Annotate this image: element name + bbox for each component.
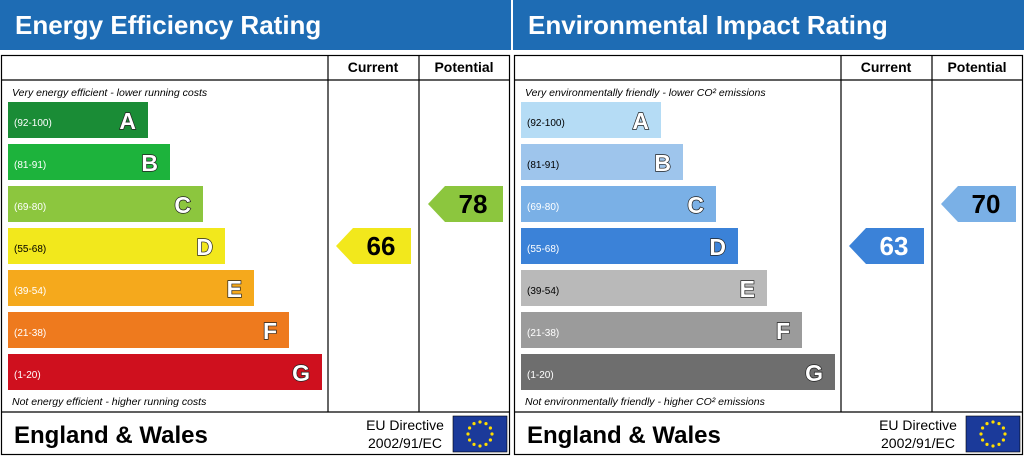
band-letter: F	[776, 318, 790, 344]
band-letter: E	[227, 276, 242, 302]
eu-flag-star	[981, 426, 985, 430]
eu-flag-star	[985, 422, 989, 426]
eu-flag-star	[488, 438, 492, 442]
band-letter: A	[632, 108, 649, 134]
eu-flag-star	[997, 442, 1001, 446]
rating-arrow	[849, 228, 924, 264]
rating-band	[521, 270, 767, 306]
band-range: (39-54)	[14, 286, 46, 297]
band-letter: D	[709, 234, 726, 260]
table-frame	[0, 54, 511, 456]
footer-directive-number: 2002/91/EC	[881, 435, 955, 451]
rating-band	[521, 228, 738, 264]
eu-flag-star	[488, 426, 492, 430]
panel-title: Energy Efficiency Rating	[15, 10, 321, 40]
footer-directive: EU Directive	[366, 417, 444, 433]
eu-flag-star	[991, 420, 995, 424]
band-range: (55-68)	[14, 244, 46, 255]
eu-flag-star	[466, 432, 470, 436]
rating-arrow	[941, 186, 1016, 222]
column-header: Current	[348, 59, 399, 75]
eu-flag-star	[991, 444, 995, 448]
eu-flag-star	[484, 422, 488, 426]
eu-flag-star	[997, 422, 1001, 426]
rating-band	[8, 270, 254, 306]
eu-flag-star	[979, 432, 983, 436]
rating-value: 70	[972, 189, 1001, 219]
band-letter: G	[292, 360, 310, 386]
band-letter: C	[174, 192, 191, 218]
top-note: Very energy efficient - lower running co…	[12, 87, 208, 99]
rating-band	[8, 186, 203, 222]
bottom-note: Not energy efficient - higher running co…	[12, 396, 207, 408]
eu-flag	[452, 415, 508, 453]
eu-flag-star	[468, 438, 472, 442]
eu-flag-star	[484, 442, 488, 446]
band-range: (55-68)	[527, 244, 559, 255]
band-letter: A	[119, 108, 136, 134]
header-bar	[513, 0, 1024, 50]
band-range: (39-54)	[527, 286, 559, 297]
rating-band	[8, 102, 148, 138]
footer-directive: EU Directive	[879, 417, 957, 433]
rating-value: 78	[459, 189, 488, 219]
band-range: (92-100)	[527, 118, 565, 129]
band-range: (81-91)	[527, 160, 559, 171]
band-letter: E	[740, 276, 755, 302]
rating-arrow	[428, 186, 503, 222]
band-letter: B	[654, 150, 671, 176]
column-header: Potential	[947, 59, 1006, 75]
eu-flag-star	[478, 444, 482, 448]
rating-panel: Environmental Impact Rating Current Potent…	[513, 0, 1024, 456]
rating-value: 66	[367, 231, 396, 261]
footer-directive-number: 2002/91/EC	[368, 435, 442, 451]
rating-band	[521, 312, 802, 348]
eu-flag-star	[472, 442, 476, 446]
band-letter: G	[805, 360, 823, 386]
bottom-note: Not environmentally friendly - higher CO…	[525, 396, 766, 408]
rating-band	[8, 144, 170, 180]
rating-band	[8, 312, 289, 348]
band-letter: C	[687, 192, 704, 218]
eu-flag	[965, 415, 1021, 453]
rating-band	[521, 102, 661, 138]
band-range: (69-80)	[527, 202, 559, 213]
band-range: (1-20)	[527, 370, 554, 381]
panel-title: Environmental Impact Rating	[528, 10, 888, 40]
column-header: Potential	[434, 59, 493, 75]
band-range: (92-100)	[14, 118, 52, 129]
band-range: (1-20)	[14, 370, 41, 381]
band-letter: F	[263, 318, 277, 344]
rating-arrow	[336, 228, 411, 264]
band-letter: D	[196, 234, 213, 260]
footer-region: England & Wales	[527, 422, 721, 449]
rating-band	[521, 144, 683, 180]
eu-flag-star	[478, 420, 482, 424]
eu-flag-star	[472, 422, 476, 426]
rating-band	[521, 354, 835, 390]
table-frame	[513, 54, 1024, 456]
rating-band	[521, 186, 716, 222]
eu-flag-star	[985, 442, 989, 446]
rating-band	[8, 354, 322, 390]
rating-band	[8, 228, 225, 264]
rating-panel: Energy Efficiency Rating Current Potential…	[0, 0, 511, 456]
band-range: (69-80)	[14, 202, 46, 213]
eu-flag-star	[981, 438, 985, 442]
eu-flag-star	[468, 426, 472, 430]
eu-flag-star	[1001, 426, 1005, 430]
eu-flag-star	[1001, 438, 1005, 442]
band-range: (21-38)	[14, 328, 46, 339]
band-letter: B	[141, 150, 158, 176]
rating-value: 63	[880, 231, 909, 261]
column-header: Current	[861, 59, 912, 75]
band-range: (21-38)	[527, 328, 559, 339]
eu-flag-star	[490, 432, 494, 436]
eu-flag-star	[1003, 432, 1007, 436]
header-bar	[0, 0, 511, 50]
band-range: (81-91)	[14, 160, 46, 171]
top-note: Very environmentally friendly - lower CO…	[525, 87, 766, 99]
footer-region: England & Wales	[14, 422, 208, 449]
